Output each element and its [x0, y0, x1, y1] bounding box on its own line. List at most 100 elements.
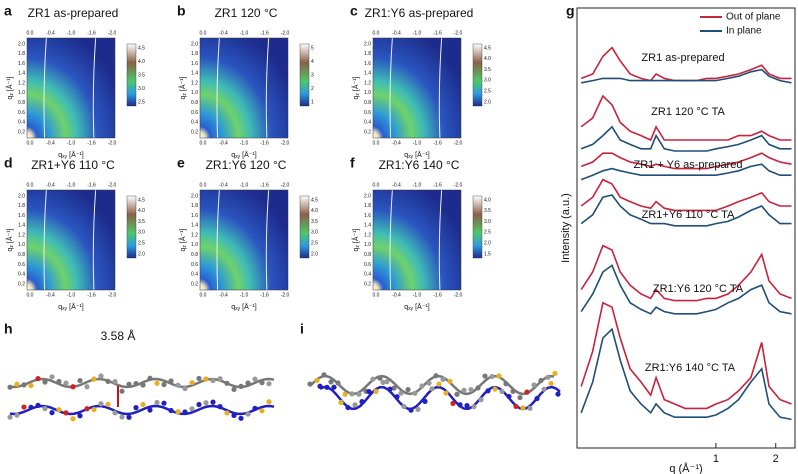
map-bottom-tick: -2.0 [281, 140, 290, 146]
panel-letter: h [4, 321, 13, 337]
subscript: z [355, 245, 361, 248]
data-line [580, 194, 792, 227]
panel-letter: b [177, 3, 186, 19]
atom [426, 380, 432, 386]
map-left-tick: 1.8 [18, 51, 25, 57]
atom [478, 397, 484, 403]
axis-label: qz [Å⁻¹] [5, 76, 15, 99]
symbol: q [58, 304, 62, 311]
atom [384, 379, 390, 385]
map-top-tick: -1.0 [413, 30, 422, 36]
map-top-tick: -1.6 [433, 182, 442, 188]
atom [555, 391, 561, 397]
map-left-tick: 1.0 [18, 242, 25, 248]
map-left-tick: 1.0 [191, 242, 198, 248]
atom [492, 386, 498, 392]
atom [21, 404, 27, 410]
wedge-line [389, 37, 393, 139]
panel-title: ZR1 120 °C [215, 6, 278, 20]
atom [510, 388, 516, 394]
symbol: q [231, 152, 235, 159]
wedge-line [216, 37, 220, 139]
wedge-line [92, 37, 97, 139]
subscript: z [355, 93, 361, 96]
atom [224, 380, 230, 386]
colorbar-tick: 3 [311, 72, 314, 78]
map-top-tick: 0.0 [373, 182, 380, 188]
scattering-map [373, 38, 461, 138]
panel-title: ZR1:Y6 as-prepared [365, 6, 474, 20]
panel-title: ZR1:Y6 120 °C [206, 158, 287, 172]
scattering-map [200, 38, 288, 138]
atom [307, 381, 313, 387]
map-bottom-tick: 0.0 [373, 292, 380, 298]
atom [70, 384, 76, 390]
scattering-map [27, 190, 115, 290]
atom [468, 386, 474, 393]
map-top-tick: 0.0 [200, 30, 207, 36]
map-top-tick: -0.4 [392, 30, 401, 36]
colorbar-tick: 1 [311, 99, 314, 105]
colorbar-tick: 5 [311, 45, 314, 51]
atom [14, 381, 20, 387]
map-top-tick: -1.6 [87, 182, 96, 188]
atom [342, 391, 348, 397]
atom [196, 401, 202, 408]
colorbar-tick: 2.0 [484, 241, 491, 247]
map-left-tick: 1.2 [191, 232, 198, 238]
map-left-tick: 0.8 [191, 100, 198, 106]
axis-label: qxy [Å⁻¹] [231, 150, 257, 160]
atom [56, 378, 62, 385]
axis-label: qxy [Å⁻¹] [58, 302, 84, 312]
map-left-tick: 1.6 [364, 213, 371, 219]
data-line [580, 152, 792, 170]
colorbar-tick: 3.0 [484, 78, 491, 84]
subscript: xy [62, 306, 68, 312]
colorbar-tick: 4.0 [311, 208, 318, 214]
atom [42, 405, 48, 412]
atom [49, 410, 55, 416]
map-left-tick: 0.6 [364, 110, 371, 116]
axis-label: qz [Å⁻¹] [178, 228, 188, 251]
atom [475, 385, 481, 391]
curve-annotation: ZR1 + Y6 as-prepared [634, 159, 743, 171]
atom [440, 376, 446, 383]
colorbar-tick: 3.0 [311, 230, 318, 236]
data-line [580, 178, 792, 212]
atom [335, 380, 341, 386]
map-bottom-tick: -0.4 [46, 292, 55, 298]
colorbar-tick: 3.0 [138, 230, 145, 236]
atom [7, 384, 13, 390]
symbol: q [353, 248, 360, 252]
atom [450, 400, 456, 406]
axis-label: qz [Å⁻¹] [351, 76, 361, 99]
atom [252, 405, 258, 411]
scattering-map [200, 190, 288, 290]
atom [189, 406, 195, 412]
map-top-tick: -1.0 [240, 30, 249, 36]
subscript: xy [62, 154, 68, 160]
atom [345, 404, 351, 411]
map-left-tick: 0.4 [364, 120, 371, 126]
map-top-tick: -1.6 [260, 182, 269, 188]
colorbar-tick: 4.5 [138, 45, 145, 51]
atom [443, 390, 449, 396]
atom [14, 412, 20, 418]
atom [112, 379, 118, 385]
subscript: z [9, 245, 15, 248]
atom [217, 376, 223, 382]
atom [314, 377, 320, 384]
map-left-tick: 1.0 [364, 242, 371, 248]
map-left-tick: 1.0 [191, 90, 198, 96]
atom [77, 413, 83, 419]
colorbar-tick: 2.5 [311, 241, 318, 247]
unit: [Å⁻¹] [415, 150, 430, 159]
colorbar-tick: 3.5 [138, 72, 145, 78]
colorbar-tick: 3.0 [484, 219, 491, 225]
unit: [Å⁻¹] [415, 302, 430, 311]
atom [91, 406, 97, 413]
panel-title: ZR1 as-prepared [28, 6, 119, 20]
map-top-tick: -2.0 [454, 30, 463, 36]
colorbar-tick: 2.5 [138, 241, 145, 247]
colorbar-tick: 2.0 [138, 251, 145, 257]
